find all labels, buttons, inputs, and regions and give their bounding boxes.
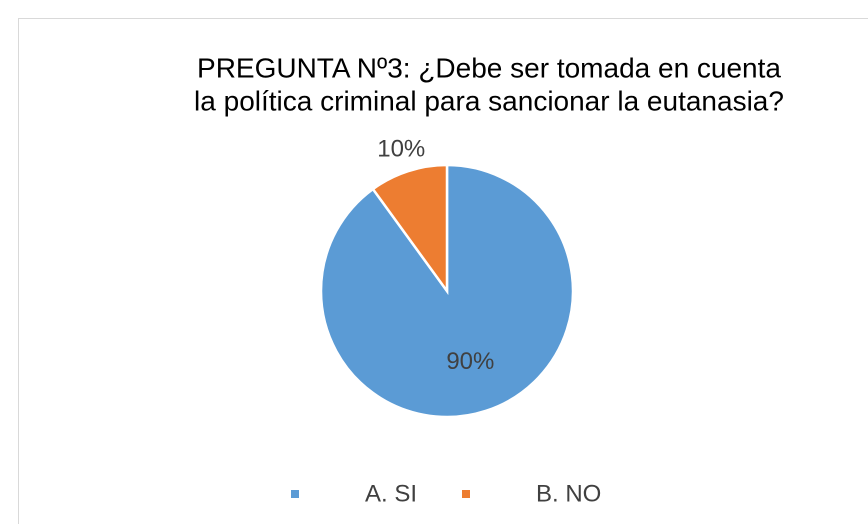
chart-title: la política criminal para sancionar la e… xyxy=(194,85,784,116)
data-label: 10% xyxy=(377,136,425,163)
legend-label: B. NO xyxy=(536,480,601,507)
legend-swatch xyxy=(462,490,470,498)
data-label: 90% xyxy=(446,348,494,375)
legend-label: A. SI xyxy=(365,480,417,507)
pie-slice xyxy=(371,163,449,295)
legend-swatch xyxy=(291,490,299,498)
chart-title: PREGUNTA Nº3: ¿Debe ser tomada en cuenta xyxy=(197,52,781,83)
